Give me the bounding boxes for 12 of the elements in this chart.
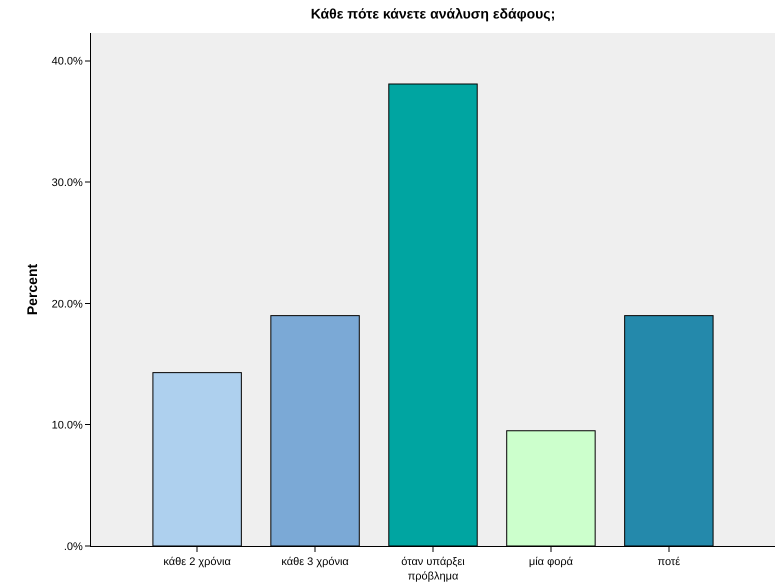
y-tick-label: 40.0% xyxy=(52,56,84,68)
chart-title: Κάθε πότε κάνετε ανάλυση εδάφους; xyxy=(310,6,556,22)
y-axis-title: Percent xyxy=(24,263,40,316)
x-tick-label: όταν υπάρξει πρόβλημα xyxy=(401,556,466,582)
y-tick-label: 10.0% xyxy=(52,420,84,432)
y-tick-label: 30.0% xyxy=(52,177,84,190)
y-tick-label: .0% xyxy=(64,540,84,553)
x-tick-label: κάθε 3 χρόνια xyxy=(281,556,350,568)
x-tick-label: ποτέ xyxy=(658,556,680,568)
x-tick-label: μία φορά xyxy=(528,556,574,568)
y-tick-label: 20.0% xyxy=(52,298,84,310)
x-tick-label: κάθε 2 χρόνια xyxy=(163,556,232,568)
